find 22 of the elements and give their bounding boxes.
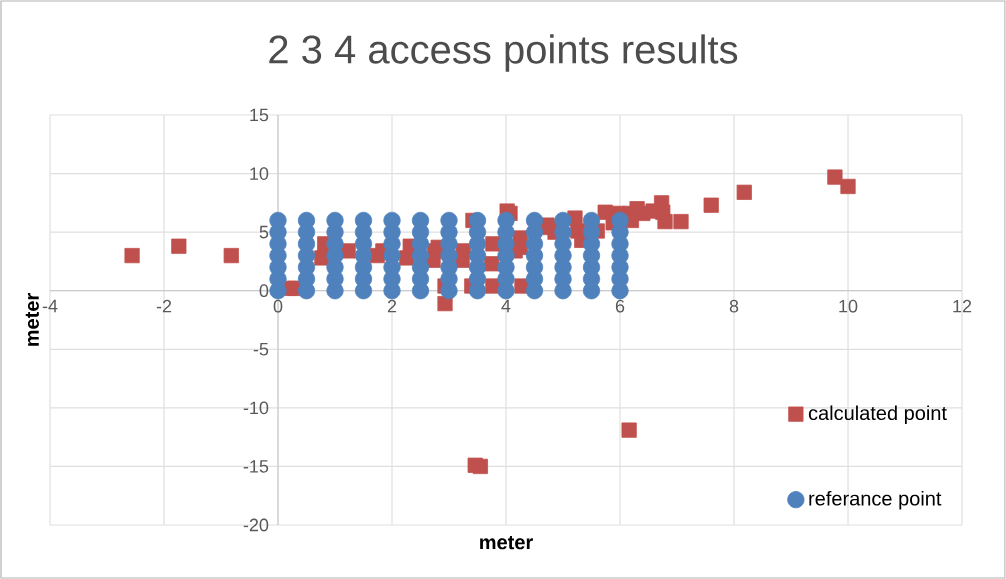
y-tick-label: 5 <box>259 225 269 239</box>
y-tick-label: -5 <box>253 343 269 356</box>
legend-label: referance point <box>809 490 942 510</box>
y-tick-label: 0 <box>259 284 269 298</box>
x-tick-label: 0 <box>273 299 283 313</box>
x-tick-label: 2 <box>387 299 397 313</box>
chart-title: 2 3 4 access points results <box>269 34 738 72</box>
y-tick-label: -15 <box>243 460 269 473</box>
x-tick-label: 10 <box>839 299 858 313</box>
x-tick-label: 4 <box>501 299 511 313</box>
y-axis-title: meter <box>25 293 39 346</box>
y-tick-label: -20 <box>243 518 269 532</box>
y-tick-label: -10 <box>243 401 269 415</box>
legend-label: calculated point <box>808 405 947 425</box>
x-axis-title: meter <box>480 536 533 550</box>
x-tick-label: 6 <box>615 299 625 313</box>
x-tick-label: -4 <box>42 299 58 313</box>
y-tick-label: 15 <box>250 108 269 122</box>
x-tick-label: 8 <box>729 299 739 313</box>
y-tick-label: 10 <box>250 167 269 180</box>
x-tick-label: 12 <box>953 299 972 313</box>
x-tick-label: -2 <box>156 299 172 313</box>
